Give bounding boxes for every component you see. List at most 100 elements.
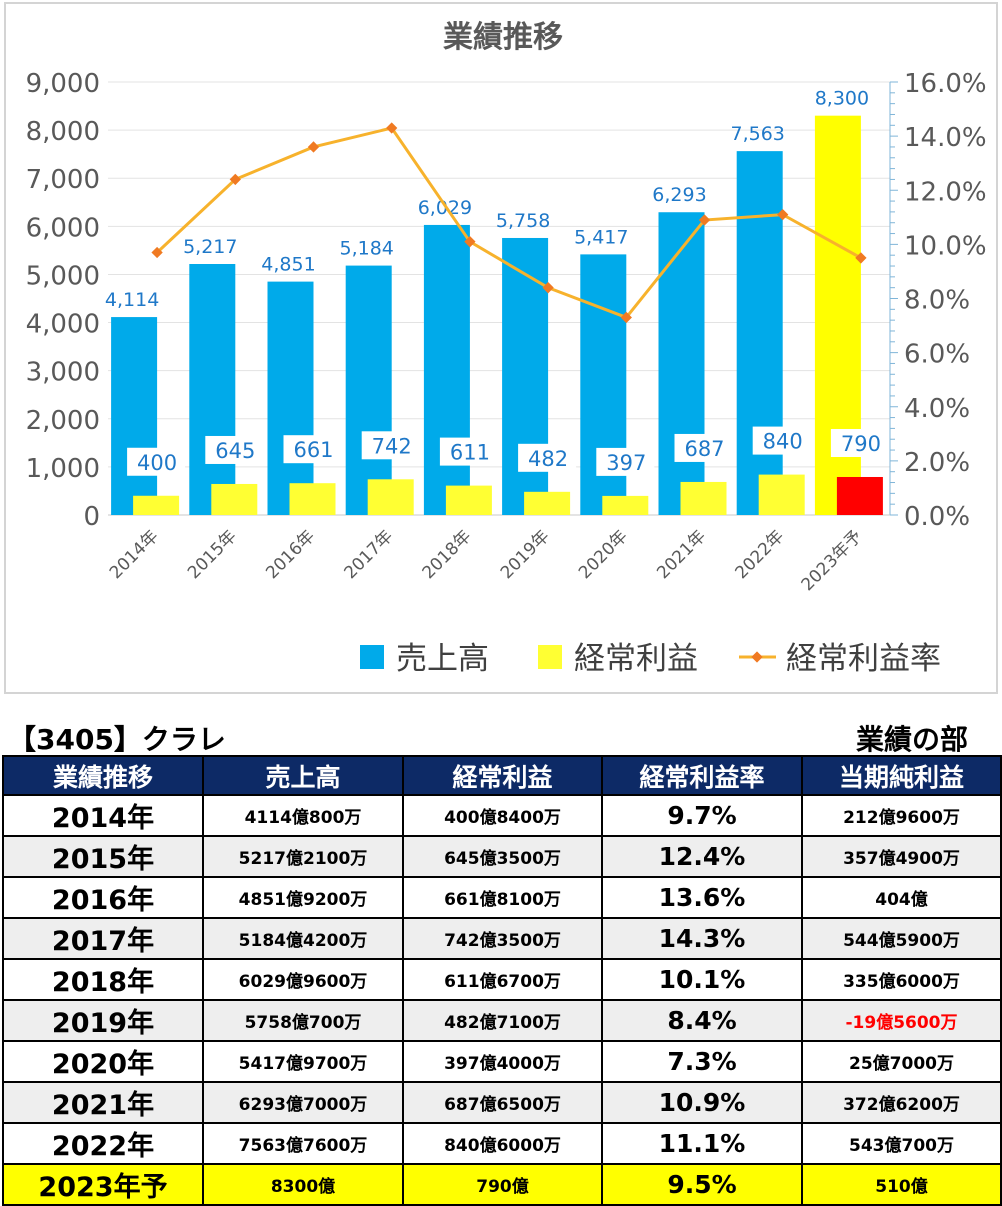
data-label-box: [439, 437, 498, 466]
row-ordinary-profit: 687億6500万: [402, 1081, 603, 1124]
table-header-row: 業績推移 売上高 経常利益 経常利益率 当期純利益: [2, 755, 1002, 796]
chart-panel: 業績推移 0 1,000 2,000 3,000 4,000 5,000 6,000 7,000…: [4, 2, 998, 694]
bar-sales: [423, 224, 470, 515]
row-ordinary-margin: 14.3%: [601, 917, 803, 960]
data-label-ordinary-profit: 611: [450, 441, 490, 465]
bar-ordinary-profit: [289, 483, 336, 515]
data-label-ordinary-profit: 840: [763, 430, 803, 454]
row-net-income: 212億9600万: [801, 794, 1002, 837]
row-ordinary-profit: 645億3500万: [402, 835, 603, 878]
section-title: 業績の部: [855, 723, 968, 756]
row-sales: 6029億9600万: [202, 958, 404, 1001]
marker-ordinary-margin: [698, 214, 711, 226]
header-sales: 売上高: [202, 755, 404, 796]
data-label-sales: 5,184: [339, 238, 393, 260]
performance-chart: 業績推移 0 1,000 2,000 3,000 4,000 5,000 6,000 7,000…: [26, 20, 987, 677]
company-header: 【3405】クラレ 業績の部: [8, 718, 998, 756]
bar-ordinary-profit: [680, 481, 727, 515]
row-ordinary-profit: 840億6000万: [402, 1122, 603, 1165]
data-label-ordinary-profit: 661: [293, 438, 333, 462]
row-year: 2023年予: [2, 1163, 204, 1206]
table-row: 2020年 5417億9700万 397億4000万 7.3% 25億7000万: [2, 1040, 1002, 1083]
marker-ordinary-margin: [855, 252, 867, 264]
data-label-ordinary-profit: 687: [684, 437, 724, 461]
row-net-income: 543億700万: [801, 1122, 1002, 1165]
data-label-sales: 4,114: [105, 289, 159, 311]
data-label-box: [518, 443, 577, 472]
table-row: 2021年 6293億7000万 687億6500万 10.9% 372億6200万: [2, 1081, 1002, 1124]
y-tick-label: 2,000: [26, 406, 100, 436]
y-tick-label: 6,000: [26, 213, 100, 243]
y-tick-label: 4,000: [26, 310, 100, 340]
x-tick-label: 2016年: [262, 526, 319, 583]
bar-sales: [267, 281, 314, 515]
y2-tick-label: 8.0%: [904, 286, 970, 316]
bar-sales: [736, 151, 783, 515]
row-ordinary-margin: 11.1%: [601, 1122, 803, 1165]
y2-tick-label: 4.0%: [904, 394, 970, 424]
table-row-forecast: 2023年予 8300億 790億 9.5% 510億: [2, 1163, 1002, 1206]
row-year: 2018年: [2, 958, 204, 1001]
row-net-income: 335億6000万: [801, 958, 1002, 1001]
bar-sales: [658, 212, 705, 516]
row-net-income: -19億5600万: [801, 999, 1002, 1042]
row-year: 2022年: [2, 1122, 204, 1165]
row-year: 2014年: [2, 794, 204, 837]
table-row: 2016年 4851億9200万 661億8100万 13.6% 404億: [2, 876, 1002, 919]
y2-tick-label: 6.0%: [904, 340, 970, 370]
data-label-box: [596, 447, 655, 476]
x-tick-label: 2019年: [497, 526, 554, 583]
row-ordinary-margin: 9.5%: [601, 1163, 803, 1206]
table-row: 2017年 5184億4200万 742億3500万 14.3% 544億5900万: [2, 917, 1002, 960]
chart-title: 業績推移: [443, 20, 563, 55]
row-ordinary-profit: 611億6700万: [402, 958, 603, 1001]
row-ordinary-profit: 482億7100万: [402, 999, 603, 1042]
y-tick-label: 1,000: [26, 454, 100, 484]
bar-sales: [345, 265, 392, 515]
row-year: 2019年: [2, 999, 204, 1042]
marker-ordinary-margin: [464, 236, 476, 248]
y2-tick-label: 0.0%: [904, 502, 970, 532]
x-tick-label: 2023年予: [798, 526, 867, 595]
header-net-income: 当期純利益: [801, 755, 1002, 796]
x-tick-label: 2021年: [653, 526, 710, 583]
bar-ordinary-profit: [445, 485, 492, 515]
company-title: 【3405】クラレ: [8, 723, 226, 756]
data-label-ordinary-profit: 645: [215, 439, 255, 463]
row-ordinary-profit: 742億3500万: [402, 917, 603, 960]
row-sales: 5184億4200万: [202, 917, 404, 960]
legend-marker-ordinary-margin: [751, 651, 763, 663]
x-tick-label: 2017年: [340, 526, 397, 583]
table-row: 2019年 5758億700万 482億7100万 8.4% -19億5600万: [2, 999, 1002, 1042]
y2-tick-label: 12.0%: [904, 177, 987, 207]
data-label-box: [830, 428, 889, 457]
row-net-income: 357億4900万: [801, 835, 1002, 878]
x-tick-label: 2022年: [731, 526, 788, 583]
row-sales: 4851億9200万: [202, 876, 404, 919]
data-label-box: [205, 435, 264, 464]
data-label-box: [674, 433, 733, 462]
row-ordinary-margin: 10.1%: [601, 958, 803, 1001]
row-year: 2017年: [2, 917, 204, 960]
data-label-sales: 5,217: [183, 236, 237, 258]
legend-label-ordinary-margin: 経常利益率: [786, 641, 941, 677]
bar-sales: [189, 264, 236, 515]
data-label-ordinary-profit: 397: [606, 451, 646, 475]
data-label-sales: 4,851: [261, 254, 315, 276]
x-tick-label: 2014年: [106, 526, 163, 583]
bar-ordinary-profit: [836, 476, 883, 515]
data-label-sales: 8,300: [815, 88, 869, 110]
row-net-income: 510億: [801, 1163, 1002, 1206]
marker-ordinary-margin: [542, 282, 554, 294]
row-sales: 5417億9700万: [202, 1040, 404, 1083]
row-ordinary-profit: 661億8100万: [402, 876, 603, 919]
legend-label-sales: 売上高: [396, 641, 489, 677]
data-label-ordinary-profit: 400: [137, 451, 177, 475]
table-row: 2014年 4114億800万 400億8400万 9.7% 212億9600万: [2, 794, 1002, 837]
row-year: 2021年: [2, 1081, 204, 1124]
table-row: 2015年 5217億2100万 645億3500万 12.4% 357億4900万: [2, 835, 1002, 878]
row-sales: 6293億7000万: [202, 1081, 404, 1124]
header-period: 業績推移: [2, 755, 204, 796]
performance-table: 業績推移 売上高 経常利益 経常利益率 当期純利益 2014年 4114億800万…: [2, 755, 1002, 1206]
data-label-box: [283, 435, 342, 464]
